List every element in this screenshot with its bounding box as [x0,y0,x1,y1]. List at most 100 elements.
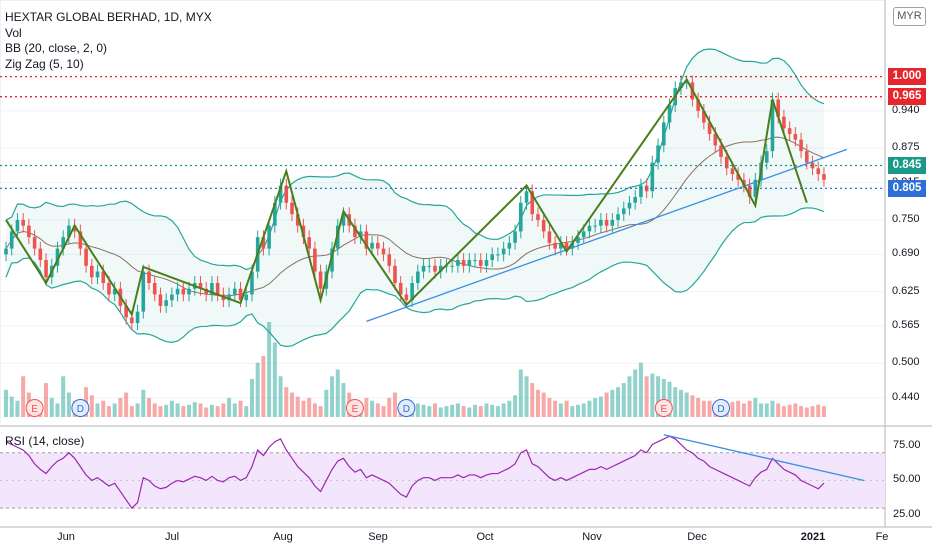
symbol-title[interactable]: HEXTAR GLOBAL BERHAD, 1D, MYX [5,10,212,24]
marker-label: D [403,404,410,415]
candle-body [770,99,775,152]
volume-bar [581,403,586,417]
candle-body [410,283,414,301]
volume-bar [661,379,666,417]
volume-bar [804,407,809,417]
candle-body [15,219,20,232]
candle-body [244,294,249,301]
candle-body [496,254,500,256]
candle-body [799,139,803,152]
volume-bar [433,403,437,417]
candle-body [152,283,157,295]
volume-bar [335,369,340,417]
candle-body [702,111,706,123]
volume-bars [4,322,826,417]
candle-body [490,254,494,261]
candle-body [364,231,369,249]
candle-body [341,214,346,226]
volume-bar [318,406,323,417]
candle-body [427,265,432,267]
legend-bb[interactable]: BB (20, close, 2, 0) [5,41,108,55]
candle-body [627,202,632,209]
candle-body [295,214,300,226]
volume-bar [501,403,506,417]
candle-body [21,219,25,226]
bollinger-bands [5,48,825,348]
candle-body [32,237,37,249]
candle-body [536,214,540,220]
candle-body [507,242,512,249]
rsi-trendline [663,434,865,482]
marker-label: E [660,404,667,415]
volume-bar [747,400,752,417]
price-tick-label: 0.500 [892,356,920,369]
volume-bar [152,403,157,417]
volume-bar [118,398,123,417]
volume-bar [295,396,300,417]
candle-body [604,219,609,226]
candle-body [27,225,31,238]
candle-body [484,260,489,266]
volume-bar [209,404,214,417]
trendline[interactable] [366,148,848,323]
candle-body [284,185,289,203]
candle-body [233,288,237,295]
volume-bar [770,400,775,417]
candle-body [667,105,672,123]
volume-bar [650,373,655,417]
candle-body [650,162,655,192]
price-tag: 0.805 [888,179,926,197]
volume-bar [781,406,786,417]
candle-body [267,225,271,249]
volume-bar [272,342,277,417]
candle-body [747,185,752,197]
volume-bar [244,406,249,417]
volume-bar [438,407,443,417]
volume-bar [547,398,552,417]
volume-bar [530,383,535,417]
candle-body [124,305,128,318]
volume-bar [204,407,209,417]
volume-bar [392,392,397,417]
price-tick-label: 0.875 [892,141,920,154]
volume-bar [478,406,483,417]
volume-bar [787,404,792,417]
volume-bar [638,362,643,417]
volume-bar [576,404,580,417]
candle-body [587,225,592,232]
candle-body [559,242,563,249]
candle-body [261,237,266,249]
volume-bar [55,403,60,417]
legend-vol[interactable]: Vol [5,25,22,40]
legend-zigzag[interactable]: Zig Zag (5, 10) [5,56,84,71]
volume-bar [610,389,615,417]
volume-bar [656,376,661,417]
candle-body [215,283,220,295]
candle-body [816,168,821,175]
candle-body [181,288,186,295]
volume-bar [633,369,638,417]
rsi-line [5,435,825,510]
volume-bar [238,400,243,417]
candle-body [421,265,426,272]
candle-body [473,260,477,262]
candle-body [662,122,666,146]
volume-bar [593,398,598,417]
candle-body [398,283,403,295]
candle-body [130,317,134,324]
candle-body [72,225,77,232]
zigzag-line [5,77,808,318]
price-tag: 1.000 [888,68,926,86]
candle-body [576,237,580,243]
candle-body [370,242,374,249]
candle-body [581,231,586,238]
volume-bar [284,387,289,417]
legend-rsi[interactable]: RSI (14, close) [5,434,85,448]
candle-body [461,260,466,266]
candle-body [78,231,83,249]
candle-body [101,271,106,283]
volume-bar [169,400,174,417]
volume-bar [181,406,186,417]
currency-button[interactable]: MYR [893,7,926,26]
